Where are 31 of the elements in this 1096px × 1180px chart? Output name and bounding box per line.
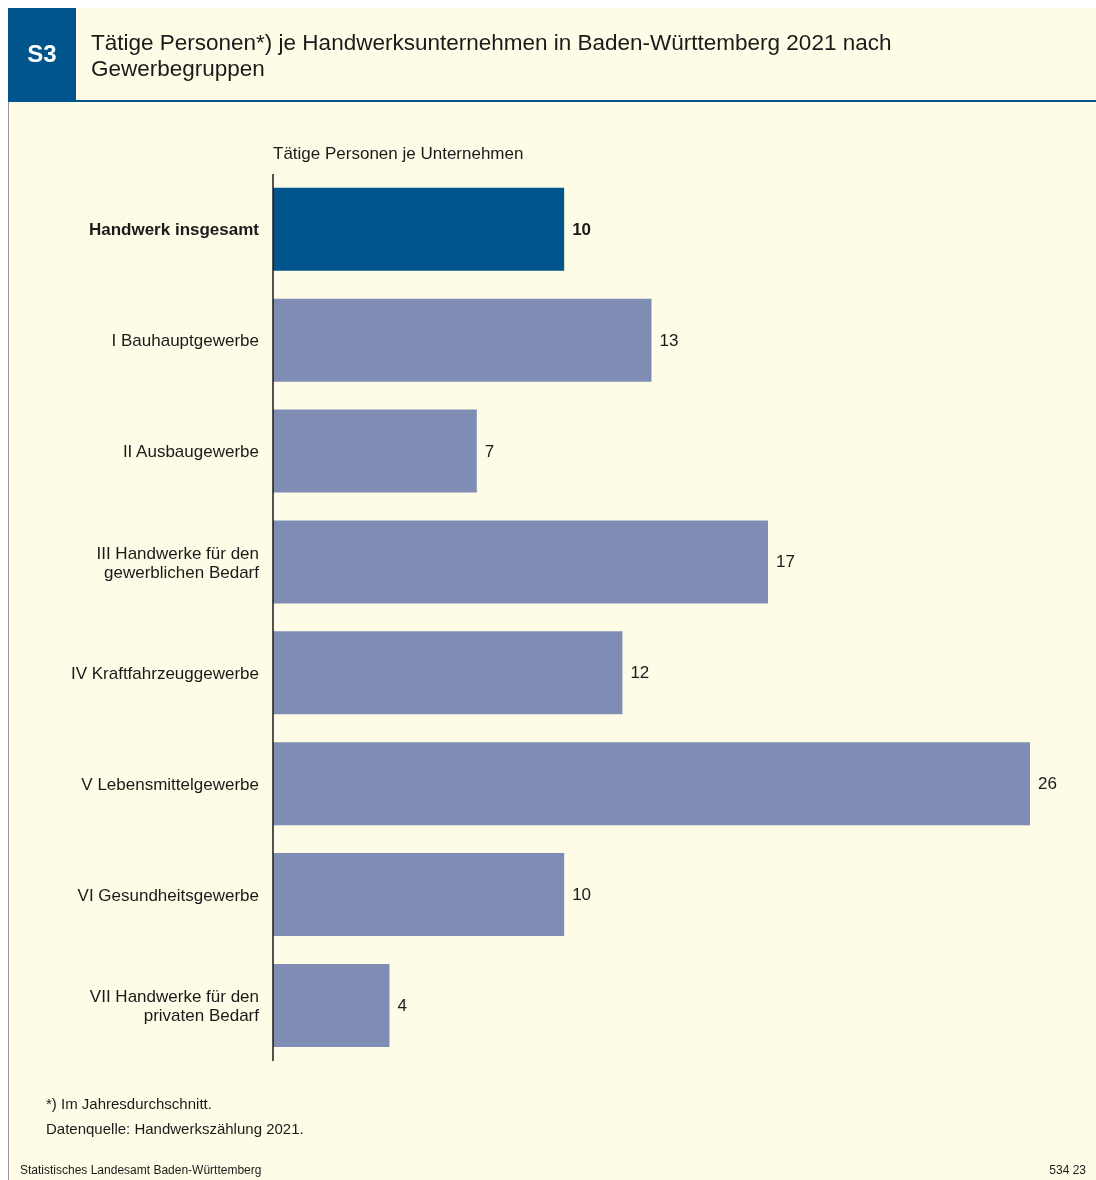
text: 534 23 bbox=[1049, 1163, 1086, 1177]
bar bbox=[273, 520, 768, 604]
text: Datenquelle: Handwerkszählung 2021. bbox=[46, 1120, 304, 1137]
bar bbox=[273, 298, 652, 382]
bar bbox=[273, 742, 1030, 826]
y-tick-label: III Handwerke für den gewerblichen Bedarf bbox=[96, 543, 260, 582]
text: *) Im Jahresdurchschnitt. bbox=[46, 1095, 212, 1112]
data-label: 13 bbox=[659, 330, 679, 350]
x-axis-title: Tätige Personen je Unternehmen bbox=[273, 144, 524, 164]
data-label: 7 bbox=[484, 441, 495, 461]
y-tick-label: IV Kraftfahrzeuggewerbe bbox=[70, 663, 259, 683]
bar bbox=[273, 409, 477, 493]
data-label: 26 bbox=[1038, 774, 1057, 794]
data-label: 4 bbox=[397, 995, 407, 1015]
figure-badge: S3 bbox=[8, 8, 76, 100]
chart-title: Tätige Personen*) je Handwerksunternehmen in Baden-Württemberg 2021 nach Gewerbegruppen bbox=[91, 30, 893, 82]
y-tick-label: Handwerk insgesamt bbox=[88, 219, 260, 239]
data-label: 17 bbox=[775, 552, 795, 572]
bar bbox=[273, 853, 565, 937]
bar bbox=[273, 963, 390, 1047]
y-tick-label: VI Gesundheitsgewerbe bbox=[77, 885, 259, 905]
data-label: 12 bbox=[630, 663, 650, 683]
data-label: 10 bbox=[572, 885, 592, 905]
bar bbox=[273, 631, 623, 715]
data-label: 10 bbox=[572, 219, 592, 239]
text: Statistisches Landesamt Baden-Württemberg bbox=[20, 1163, 262, 1177]
bar bbox=[273, 187, 565, 271]
y-tick-label: VII Handwerke für den privaten Bedarf bbox=[89, 986, 260, 1025]
y-tick-label: II Ausbaugewerbe bbox=[122, 441, 259, 461]
y-tick-label: I Bauhauptgewerbe bbox=[111, 330, 259, 350]
y-tick-label: V Lebensmittelgewerbe bbox=[81, 774, 259, 794]
